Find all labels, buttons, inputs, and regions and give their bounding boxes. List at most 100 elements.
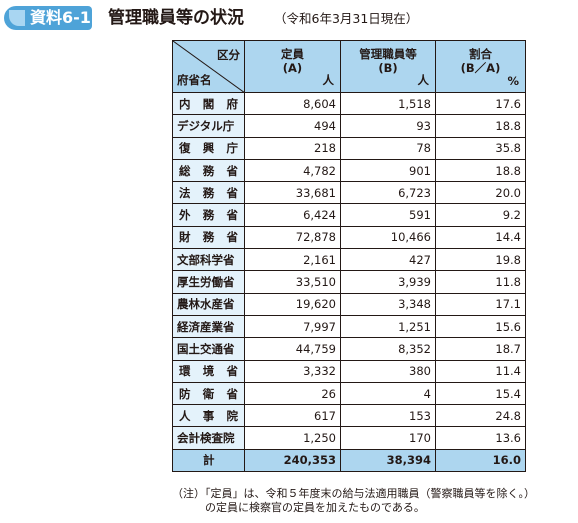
table-body: 内閣府 8,604 1,518 17.6 デジタル庁 494 93 18.8 復興庁 218 78 3… (172, 91, 526, 473)
corner-bottom-label: 府省名 (177, 73, 212, 87)
table-row: 文部科学省 2,161 427 19.8 (172, 248, 526, 272)
managers-cell: 3,348 (340, 292, 436, 316)
ministry-name-cell: 財務省 (172, 225, 245, 250)
quota-cell: 4,782 (244, 158, 341, 183)
managers-cell: 1,518 (340, 91, 436, 116)
managers-cell: 8,352 (340, 337, 436, 361)
corner-top-label: 区分 (217, 48, 240, 62)
quota-cell: 8,604 (244, 91, 341, 116)
footnote-line-2: の定員に検察官の定員を加えたものである。 (205, 501, 425, 514)
ministry-name-cell: 人事院 (172, 404, 245, 428)
managers-cell: 4 (340, 381, 436, 406)
ratio-cell: 19.8 (435, 248, 526, 272)
badge-label: 資料6-1 (30, 8, 91, 27)
table-row: 財務省 72,878 10,466 14.4 (172, 225, 526, 250)
corner-diagonal (173, 41, 245, 93)
footnote: （注）「定員」は、令和５年度末の給与法適用職員（警察職員等を除く。） の定員に検… (172, 487, 535, 515)
ratio-cell: 17.1 (435, 292, 526, 316)
quota-cell: 44,759 (244, 337, 341, 361)
quota-cell: 33,681 (244, 181, 341, 205)
managers-cell: 170 (340, 426, 436, 450)
quota-cell: 2,161 (244, 248, 341, 272)
ministry-name-cell: デジタル庁 (172, 114, 245, 138)
column-title: 割合 (469, 47, 492, 61)
managers-cell: 78 (340, 136, 436, 160)
page-subtitle: （令和6年3月31日現在） (274, 11, 419, 26)
ratio-cell: 35.8 (435, 136, 526, 160)
managers-cell: 1,251 (340, 314, 436, 339)
managers-cell: 3,939 (340, 270, 436, 294)
column-header-ratio: 割合 (B／A) % (435, 40, 526, 93)
managers-cell: 380 (340, 359, 436, 383)
table-row: 防衛省 26 4 15.4 (172, 381, 526, 406)
quota-cell: 218 (244, 136, 341, 160)
ratio-cell: 18.8 (435, 114, 526, 138)
quota-cell: 494 (244, 114, 341, 138)
table-row: 外務省 6,424 591 9.2 (172, 203, 526, 227)
quota-cell: 617 (244, 404, 341, 428)
quota-cell: 3,332 (244, 359, 341, 383)
total-row: 計 240,353 38,394 16.0 (172, 448, 526, 473)
ministry-name-cell: 会計検査院 (172, 426, 245, 450)
column-unit: % (507, 74, 519, 88)
ratio-cell: 11.8 (435, 270, 526, 294)
table-row: 農林水産省 19,620 3,348 17.1 (172, 292, 526, 316)
ratio-cell: 24.8 (435, 404, 526, 428)
managers-cell: 901 (340, 158, 436, 183)
corner-header-cell: 区分 府省名 (172, 40, 245, 93)
header: 資料6-1 管理職員等の状況 （令和6年3月31日現在） (4, 6, 574, 30)
column-code: (B／A) (460, 61, 501, 75)
quota-cell: 6,424 (244, 203, 341, 227)
ministry-name-cell: 国土交通省 (172, 337, 245, 361)
quota-cell: 240,353 (244, 448, 341, 473)
ratio-cell: 9.2 (435, 203, 526, 227)
table-row: 会計検査院 1,250 170 13.6 (172, 426, 526, 450)
ministry-name-cell: 防衛省 (172, 381, 245, 406)
table-row: 国土交通省 44,759 8,352 18.7 (172, 337, 526, 361)
ministry-name-cell: 法務省 (172, 181, 245, 205)
quota-cell: 72,878 (244, 225, 341, 250)
staff-table: 区分 府省名 定員 (A) 人 管理職員等 (B) 人 割合 (B／A) % 内… (172, 40, 526, 473)
ratio-cell: 18.7 (435, 337, 526, 361)
ministry-name-cell: 環境省 (172, 359, 245, 383)
ratio-cell: 11.4 (435, 359, 526, 383)
footnote-line-1: （注）「定員」は、令和５年度末の給与法適用職員（警察職員等を除く。） (172, 487, 535, 500)
ministry-name-cell: 内閣府 (172, 91, 245, 116)
managers-cell: 591 (340, 203, 436, 227)
badge-decoration-icon (9, 10, 25, 26)
ratio-cell: 15.6 (435, 314, 526, 339)
ratio-cell: 18.8 (435, 158, 526, 183)
column-title: 定員 (281, 47, 304, 61)
column-title: 管理職員等 (359, 47, 417, 61)
quota-cell: 19,620 (244, 292, 341, 316)
ratio-cell: 13.6 (435, 426, 526, 450)
column-unit: 人 (322, 73, 335, 87)
table-header-row: 区分 府省名 定員 (A) 人 管理職員等 (B) 人 割合 (B／A) % (172, 40, 526, 93)
column-code: (B) (378, 61, 398, 75)
managers-cell: 6,723 (340, 181, 436, 205)
quota-cell: 7,997 (244, 314, 341, 339)
table-row: 環境省 3,332 380 11.4 (172, 359, 526, 383)
table-row: デジタル庁 494 93 18.8 (172, 114, 526, 138)
column-header-a: 定員 (A) 人 (244, 40, 341, 93)
ministry-name-cell: 外務省 (172, 203, 245, 227)
ratio-cell: 20.0 (435, 181, 526, 205)
page-title: 管理職員等の状況 (108, 8, 244, 28)
ministry-name-cell: 農林水産省 (172, 292, 245, 316)
managers-cell: 93 (340, 114, 436, 138)
ratio-cell: 17.6 (435, 91, 526, 116)
managers-cell: 10,466 (340, 225, 436, 250)
ministry-name-cell: 復興庁 (172, 136, 245, 160)
ministry-name-cell: 厚生労働省 (172, 270, 245, 294)
ratio-cell: 15.4 (435, 381, 526, 406)
ratio-cell: 16.0 (435, 448, 526, 473)
column-header-b: 管理職員等 (B) 人 (340, 40, 436, 93)
table-row: 内閣府 8,604 1,518 17.6 (172, 91, 526, 116)
table-row: 人事院 617 153 24.8 (172, 404, 526, 428)
quota-cell: 1,250 (244, 426, 341, 450)
table-row: 総務省 4,782 901 18.8 (172, 158, 526, 183)
managers-cell: 38,394 (340, 448, 436, 473)
managers-cell: 427 (340, 248, 436, 272)
table-row: 厚生労働省 33,510 3,939 11.8 (172, 270, 526, 294)
material-badge: 資料6-1 (4, 6, 92, 30)
